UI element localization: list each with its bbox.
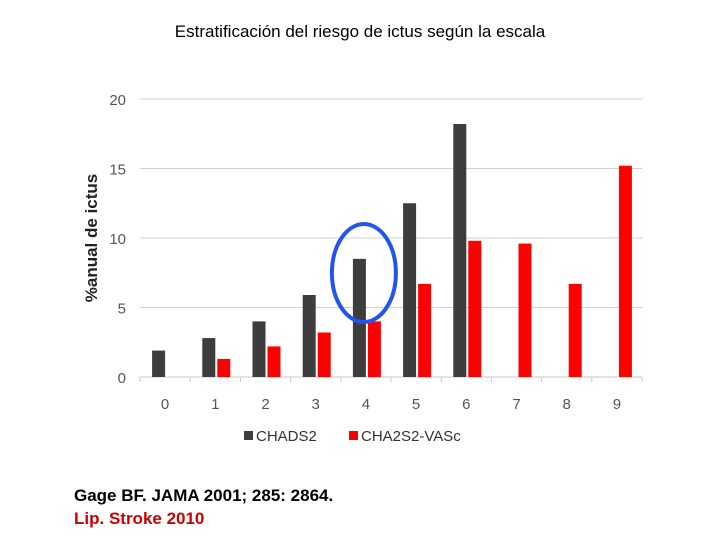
x-tick-label: 8 <box>563 396 571 413</box>
x-tick-label: 3 <box>312 396 320 413</box>
reference-gage: Gage BF. JAMA 2001; 285: 2864. <box>74 486 334 505</box>
bar-cha2s2-vasc <box>418 283 432 377</box>
bar-cha2s2-vasc <box>317 332 331 377</box>
bar-chads2 <box>453 124 467 378</box>
bar-chads2 <box>403 203 417 377</box>
bar-chads2 <box>352 258 366 377</box>
x-tick-label: 9 <box>613 396 621 413</box>
legend-label: CHA2S2-VASc <box>361 428 461 445</box>
x-tick-label: 1 <box>211 396 219 413</box>
y-tick-label: 20 <box>109 92 126 109</box>
bar-chads2 <box>302 294 316 377</box>
bar-chads2 <box>252 321 266 377</box>
bar-cha2s2-vasc <box>267 346 281 377</box>
legend-label: CHADS2 <box>256 428 317 445</box>
legend-swatch <box>244 431 253 440</box>
bar-cha2s2-vasc <box>367 321 381 377</box>
x-tick-label: 7 <box>512 396 520 413</box>
bar-cha2s2-vasc <box>518 243 532 377</box>
x-tick-label: 5 <box>412 396 420 413</box>
bar-chads2 <box>202 338 216 377</box>
x-tick-label: 0 <box>161 396 169 413</box>
bar-cha2s2-vasc <box>468 240 482 377</box>
y-tick-label: 10 <box>109 231 126 248</box>
y-tick-label: 0 <box>118 370 126 387</box>
reference-lip: Lip. Stroke 2010 <box>74 509 205 528</box>
bar-cha2s2-vasc <box>217 358 231 377</box>
x-tick-label: 2 <box>261 396 269 413</box>
legend-swatch <box>349 431 358 440</box>
bar-cha2s2-vasc <box>618 165 632 377</box>
x-tick-label: 4 <box>362 396 370 413</box>
y-tick-label: 15 <box>109 162 126 179</box>
x-tick-label: 6 <box>462 396 470 413</box>
y-axis-title: %anual de ictus <box>82 174 101 302</box>
bar-chart: 0 5 10 15 20 0 1 2 3 4 5 6 7 8 9 %anual de ictus CHADS2 C… <box>82 92 643 445</box>
bar-cha2s2-vasc <box>568 283 582 377</box>
y-tick-label: 5 <box>118 301 126 318</box>
highlight-circle <box>329 222 398 324</box>
bar-chads2 <box>152 350 166 377</box>
slide-title: Estratificación del riesgo de ictus segú… <box>174 22 546 41</box>
